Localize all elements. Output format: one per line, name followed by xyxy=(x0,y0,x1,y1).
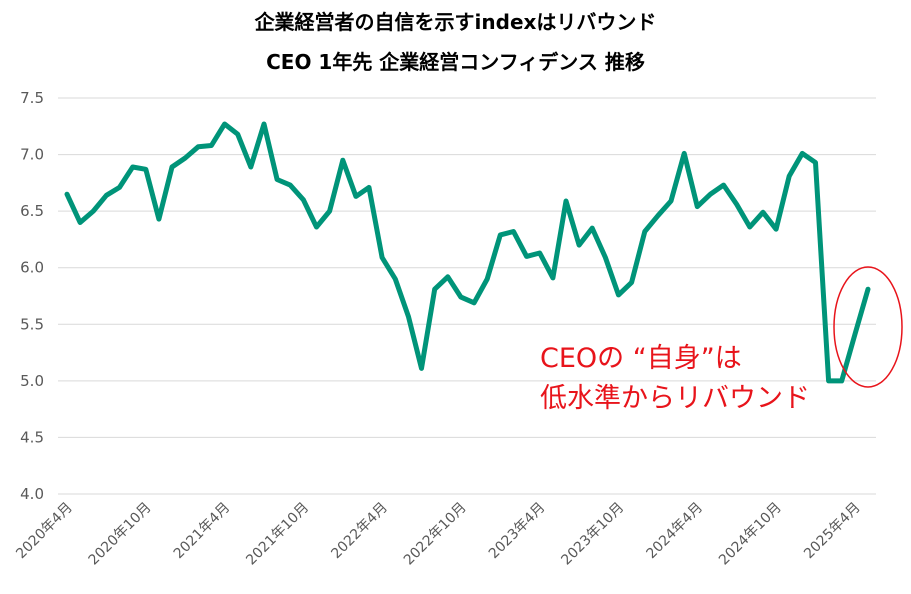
x-tick-label: 2022年4月 xyxy=(328,500,391,563)
y-tick-label: 5.5 xyxy=(20,315,44,333)
x-tick-label: 2024年4月 xyxy=(644,500,707,563)
y-axis-ticks: 7.5 7.0 6.5 6.0 5.5 5.0 4.5 4.0 xyxy=(20,89,44,503)
x-tick-label: 2021年10月 xyxy=(243,500,312,569)
x-tick-label: 2022年10月 xyxy=(401,500,470,569)
x-tick-label: 2023年4月 xyxy=(486,500,549,563)
y-tick-label: 4.0 xyxy=(20,485,44,503)
y-tick-label: 7.5 xyxy=(20,89,44,107)
annotation-line-2: 低水準からリバウンド xyxy=(540,383,810,414)
annotation-line-1: CEOの “自身”は xyxy=(540,343,742,374)
highlight-ellipse xyxy=(833,266,903,388)
x-tick-label: 2023年10月 xyxy=(558,500,627,569)
x-axis-ticks: 2020年4月 2020年10月 2021年4月 2021年10月 2022年4月 202… xyxy=(13,500,863,569)
y-tick-label: 4.5 xyxy=(20,428,44,446)
chart-title: 企業経営者の自信を示すindexはリバウンド xyxy=(254,10,657,34)
x-tick-label: 2024年10月 xyxy=(716,500,785,569)
y-tick-label: 6.5 xyxy=(20,202,44,220)
y-tick-label: 7.0 xyxy=(20,146,44,164)
x-tick-label: 2021年4月 xyxy=(171,500,234,563)
x-tick-label: 2020年10月 xyxy=(86,500,155,569)
x-tick-label: 2020年4月 xyxy=(13,500,76,563)
chart-subtitle: CEO 1年先 企業経営コンフィデンス 推移 xyxy=(266,50,645,74)
y-tick-label: 5.0 xyxy=(20,372,44,390)
y-tick-label: 6.0 xyxy=(20,259,44,277)
series-line xyxy=(64,121,871,384)
gridlines xyxy=(58,97,876,495)
x-tick-label: 2025年4月 xyxy=(801,500,864,563)
